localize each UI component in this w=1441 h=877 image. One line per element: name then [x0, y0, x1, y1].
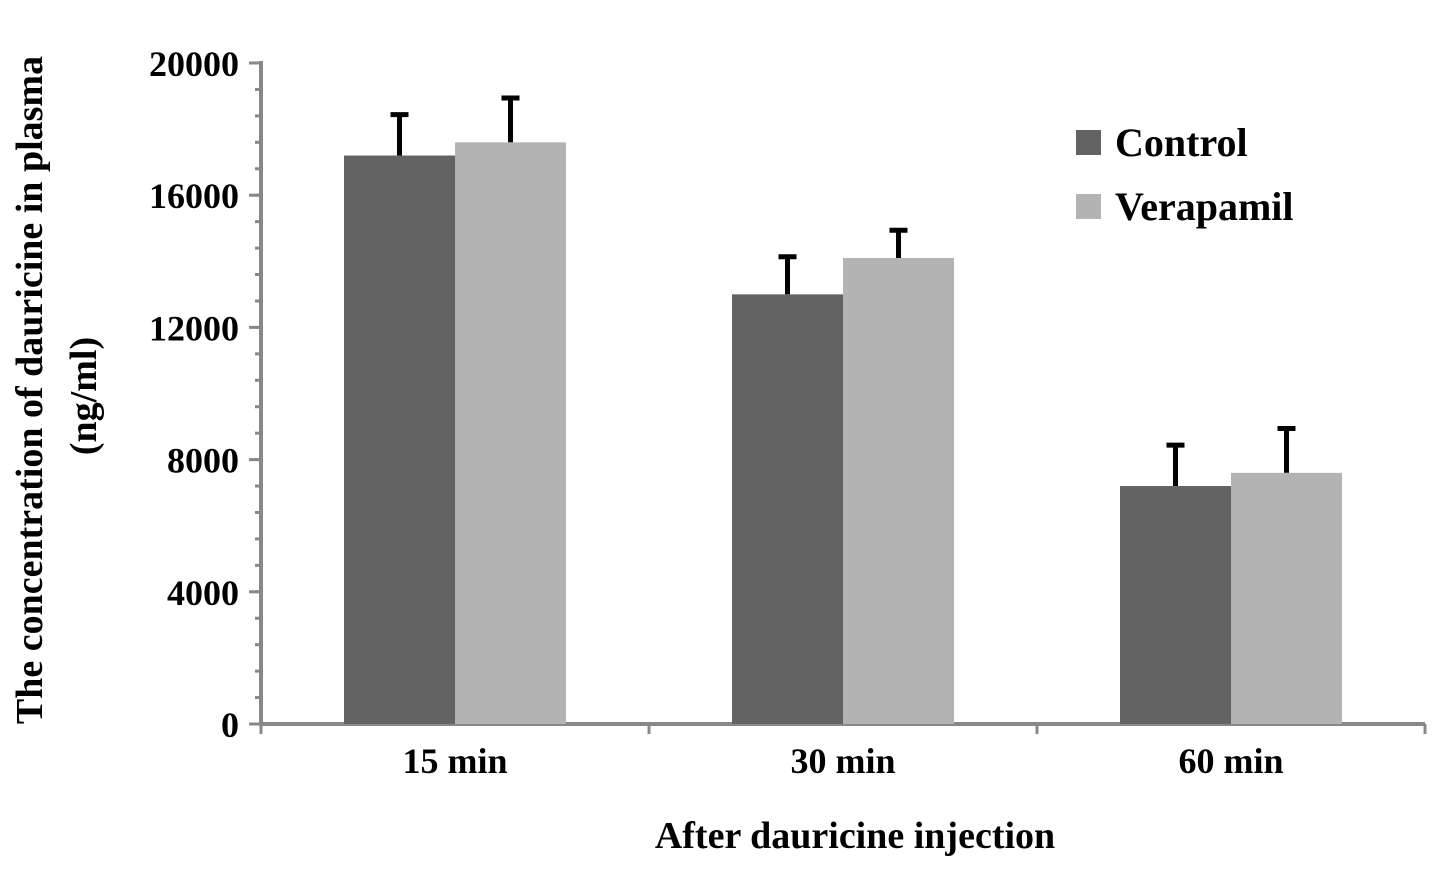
- y-tick-label: 0: [221, 705, 239, 745]
- legend-label: Control: [1115, 120, 1248, 165]
- legend-swatch: [1076, 194, 1101, 219]
- y-tick-label: 8000: [167, 441, 239, 481]
- x-axis-label: After dauricine injection: [655, 815, 1055, 857]
- bar-control: [344, 155, 455, 725]
- y-tick-label: 4000: [167, 573, 239, 613]
- legend-swatch: [1076, 130, 1101, 155]
- bar-control: [732, 294, 843, 724]
- y-tick-label: 12000: [149, 308, 239, 348]
- bar-verapamil: [1231, 472, 1342, 724]
- y-tick-label: 16000: [149, 176, 239, 216]
- y-tick-label: 20000: [149, 44, 239, 84]
- y-axis-label: The concentration of dauricine in plasma: [9, 56, 51, 724]
- legend-label: Verapamil: [1115, 184, 1294, 229]
- bar-verapamil: [455, 142, 566, 724]
- bar-verapamil: [843, 257, 954, 724]
- x-tick-label: 30 min: [790, 741, 895, 781]
- y-axis-label-unit: (ng/ml): [63, 337, 105, 455]
- x-tick-label: 15 min: [402, 741, 507, 781]
- bar-control: [1120, 486, 1231, 724]
- x-tick-label: 60 min: [1178, 741, 1283, 781]
